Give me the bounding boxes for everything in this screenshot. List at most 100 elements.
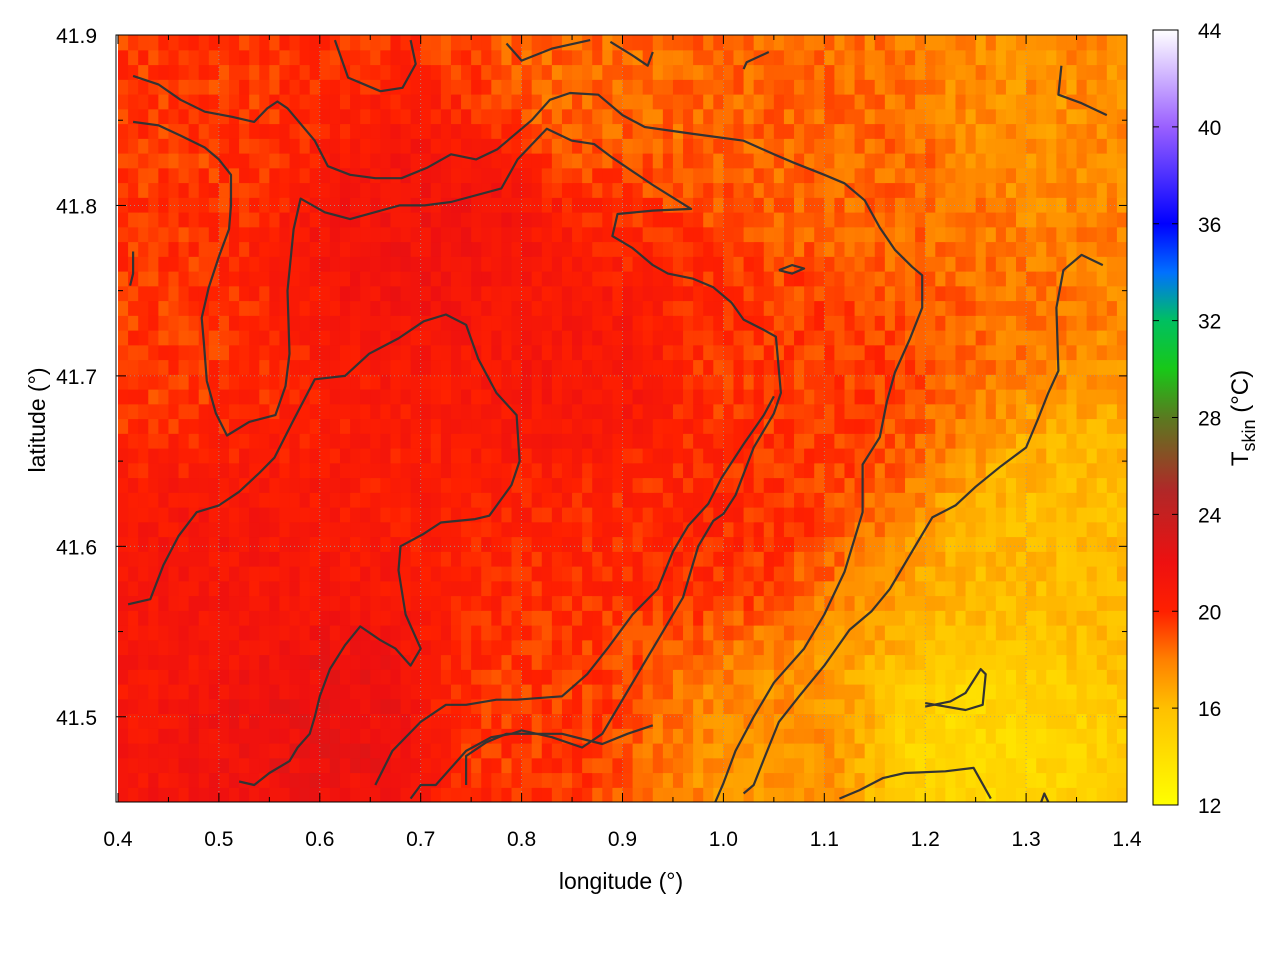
heat-cell: [329, 123, 341, 139]
heat-cell: [713, 300, 724, 316]
heat-cell: [1046, 138, 1057, 154]
heat-cell: [965, 197, 977, 213]
heat-cell: [622, 713, 634, 729]
heat-cell: [713, 256, 724, 272]
heat-cell: [319, 212, 331, 228]
heat-cell: [1026, 153, 1037, 169]
heat-cell: [491, 389, 503, 405]
heat-cell: [531, 610, 543, 626]
heat-cell: [198, 639, 210, 656]
heat-cell: [622, 374, 634, 390]
heat-cell: [208, 64, 220, 80]
heat-cell: [138, 123, 149, 139]
heat-cell: [420, 654, 432, 670]
heat-cell: [269, 551, 281, 567]
heat-cell: [249, 271, 260, 287]
heat-cell: [1005, 315, 1017, 331]
heat-cell: [925, 418, 936, 434]
heat-cell: [531, 241, 543, 257]
heat-cell: [632, 433, 644, 449]
heat-cell: [309, 389, 321, 405]
heat-cell: [743, 536, 755, 552]
heat-cell: [430, 610, 442, 626]
heat-cell: [763, 182, 775, 198]
heat-cell: [763, 492, 775, 508]
heat-cell: [420, 212, 432, 228]
heat-cell: [461, 197, 472, 213]
heat-cell: [339, 713, 351, 729]
heat-cell: [743, 330, 755, 346]
heat-cell: [854, 462, 866, 479]
heat-cell: [935, 271, 946, 287]
heat-cell: [481, 374, 492, 390]
heat-cell: [582, 285, 593, 302]
heat-cell: [935, 713, 946, 729]
heat-cell: [874, 728, 886, 744]
heat-cell: [450, 654, 462, 670]
heat-cell: [178, 462, 190, 479]
heat-cell: [874, 610, 886, 626]
heat-cell: [703, 315, 714, 331]
heat-cell: [1005, 94, 1017, 110]
heat-cell: [461, 64, 472, 80]
heat-cell: [228, 580, 240, 597]
heat-cell: [168, 389, 180, 405]
heat-cell: [450, 757, 462, 774]
heat-cell: [743, 226, 755, 243]
heat-cell: [279, 344, 291, 361]
heat-cell: [1036, 212, 1047, 228]
heat-cell: [1056, 787, 1068, 802]
heat-cell: [894, 757, 906, 774]
heat-cell: [259, 580, 270, 597]
heat-cell: [329, 212, 341, 228]
heat-cell: [420, 167, 432, 184]
heat-cell: [975, 595, 987, 611]
heat-cell: [945, 595, 957, 611]
heat-cell: [915, 153, 926, 169]
heat-cell: [410, 654, 422, 670]
heat-cell: [894, 566, 906, 582]
heat-cell: [228, 123, 240, 139]
heat-cell: [481, 536, 492, 552]
heat-cell: [1116, 684, 1127, 700]
heat-cell: [319, 79, 331, 95]
heat-cell: [289, 153, 301, 169]
heat-cell: [854, 153, 866, 169]
heat-cell: [299, 713, 311, 729]
heat-cell: [128, 300, 139, 316]
heat-cell: [218, 507, 230, 523]
heat-cell: [228, 94, 240, 110]
heat-cell: [814, 580, 825, 597]
heat-cell: [118, 94, 129, 110]
heat-cell: [632, 610, 644, 626]
heat-cell: [834, 256, 846, 272]
heat-cell: [138, 330, 149, 346]
heat-cell: [804, 330, 815, 346]
heat-cell: [662, 285, 674, 302]
heat-cell: [884, 698, 896, 715]
heat-cell: [319, 197, 331, 213]
heat-cell: [531, 757, 543, 774]
heat-cell: [602, 153, 614, 169]
heat-cell: [693, 285, 704, 302]
heat-cell: [148, 772, 159, 788]
heat-cell: [612, 94, 624, 110]
heat-cell: [915, 595, 926, 611]
heat-cell: [410, 182, 422, 198]
heat-cell: [471, 167, 482, 184]
heat-cell: [259, 757, 270, 774]
heat-cell: [279, 743, 291, 759]
heat-cell: [622, 625, 634, 641]
heat-cell: [693, 757, 704, 774]
heat-cell: [289, 123, 301, 139]
heat-cell: [703, 639, 714, 656]
heat-cell: [874, 389, 886, 405]
heat-cell: [531, 595, 543, 611]
heat-cell: [1036, 285, 1047, 302]
heat-cell: [461, 521, 472, 538]
heat-cell: [178, 197, 190, 213]
heat-cell: [148, 300, 159, 316]
heat-cell: [269, 359, 281, 375]
heat-cell: [834, 654, 846, 670]
heat-cell: [925, 403, 936, 420]
